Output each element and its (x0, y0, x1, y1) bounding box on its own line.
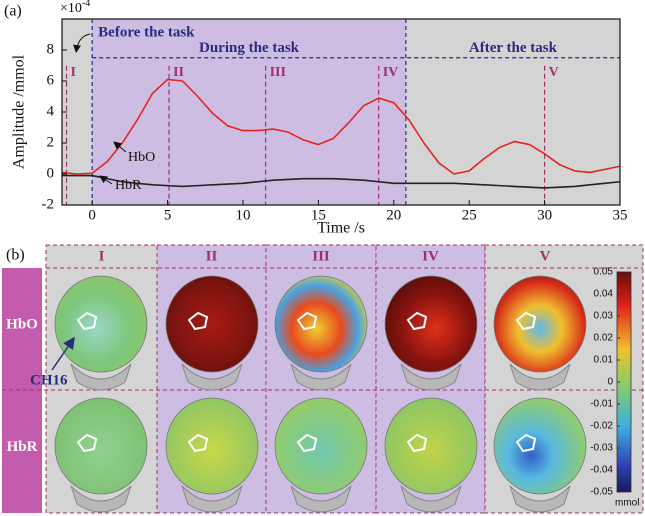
phase-region (92, 19, 406, 205)
series-arrow (99, 175, 113, 185)
phase-label: After the task (469, 40, 558, 56)
brain-stem (400, 363, 462, 391)
annotation-arrow (51, 336, 75, 371)
y-axis-label: Amplitude /mmol (11, 54, 28, 169)
series-arrow (113, 141, 127, 153)
brain-stem (400, 485, 462, 513)
brain (384, 397, 478, 495)
marker-label: III (270, 65, 286, 80)
channel-marker (406, 311, 428, 331)
channel-marker (515, 311, 537, 331)
channel-marker (406, 433, 428, 453)
brain (493, 275, 587, 373)
brain (165, 275, 259, 373)
colorbar-unit: mmol (615, 498, 639, 509)
brain-stem (70, 363, 132, 391)
brain-stem (509, 363, 571, 391)
x-tick-label: 25 (462, 207, 477, 223)
channel-marker (296, 311, 318, 331)
panel-label: (b) (6, 247, 25, 264)
x-axis-label: Time /s (317, 220, 365, 237)
x-tick-label: 10 (235, 207, 250, 223)
brain (54, 275, 148, 373)
channel-marker (296, 433, 318, 453)
brain-stem (181, 485, 243, 513)
colorbar-tick-label: -0.04 (590, 465, 613, 476)
series-line (62, 174, 621, 189)
brain-stem (70, 485, 132, 513)
marker-label: V (549, 65, 559, 80)
annotation: CH16 (30, 372, 68, 388)
x-tick-label: 0 (88, 207, 96, 223)
series-label: HbO (128, 150, 155, 165)
row-label-column (2, 268, 42, 513)
x-tick-label: 30 (537, 207, 552, 223)
channel-marker (187, 433, 209, 453)
phase-label: During the task (199, 40, 300, 56)
row-label: HbR (7, 439, 38, 455)
series-label: HbR (115, 178, 142, 193)
phase-arrow (73, 33, 91, 53)
brain-stem (290, 363, 352, 391)
y-tick-label: -2 (42, 196, 55, 212)
x-tick-label: 15 (311, 207, 326, 223)
brain-stem (509, 485, 571, 513)
y-tick-label: 2 (47, 134, 55, 150)
phase-region (405, 19, 620, 205)
brain-stem (290, 485, 352, 513)
y-tick-label: 0 (47, 165, 55, 181)
y-tick-label: 4 (47, 103, 55, 119)
column-label: III (312, 248, 330, 264)
y-tick-label: 8 (47, 41, 55, 57)
channel-marker (76, 311, 98, 331)
brain (54, 397, 148, 495)
x-tick-label: 5 (164, 207, 172, 223)
x-tick-label: 35 (613, 207, 628, 223)
brain (165, 397, 259, 495)
marker-label: I (71, 65, 76, 80)
colorbar-tick-label: 0.03 (594, 311, 614, 322)
series-line (61, 78, 621, 175)
colorbar-tick-label: -0.05 (590, 487, 613, 498)
colorbar-tick-label: 0.01 (594, 355, 614, 366)
row-label: HbO (6, 316, 38, 332)
brain (274, 397, 368, 495)
marker-label: IV (383, 65, 399, 80)
brain-stem (181, 363, 243, 391)
column-label: IV (422, 248, 439, 264)
brain (493, 397, 587, 495)
y-tick-label: 6 (47, 72, 55, 88)
multiplier-base: ×10 (60, 1, 82, 16)
panel-label: (a) (4, 3, 22, 20)
phase-label: Before the task (98, 24, 195, 40)
colorbar-tick-label: -0.02 (590, 421, 613, 432)
column-label: II (206, 248, 218, 264)
column-label: V (540, 248, 551, 264)
colorbar-tick-label: 0.04 (594, 289, 614, 300)
multiplier-exponent: -4 (82, 0, 90, 9)
axis-multiplier: ×10-4 (60, 0, 90, 16)
brain (274, 275, 368, 373)
brain (384, 275, 478, 373)
channel-marker (515, 433, 537, 453)
channel-marker (187, 311, 209, 331)
colorbar-tick-label: 0 (607, 377, 613, 388)
marker-label: II (173, 65, 184, 80)
colorbar-tick-label: -0.03 (590, 443, 613, 454)
colorbar-tick-label: -0.01 (590, 399, 613, 410)
x-tick-label: 20 (386, 207, 401, 223)
colorbar-tick-label: 0.02 (594, 333, 614, 344)
column-label: I (99, 248, 105, 264)
colorbar-tick-label: 0.05 (594, 267, 614, 278)
channel-marker (76, 433, 98, 453)
